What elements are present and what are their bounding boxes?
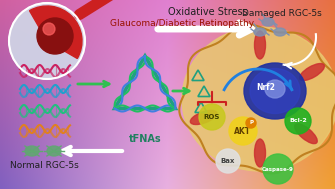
Circle shape [37, 18, 73, 54]
Circle shape [199, 104, 225, 130]
Ellipse shape [299, 64, 324, 81]
Circle shape [285, 108, 311, 134]
Circle shape [263, 154, 293, 184]
Ellipse shape [25, 146, 39, 156]
Text: Bax: Bax [221, 158, 235, 164]
Ellipse shape [47, 146, 61, 156]
Text: Bcl-2: Bcl-2 [289, 119, 307, 123]
Text: AKT: AKT [234, 126, 252, 136]
Ellipse shape [255, 31, 266, 59]
Circle shape [43, 23, 55, 35]
Circle shape [9, 3, 85, 79]
Circle shape [216, 149, 240, 173]
Text: P: P [249, 121, 253, 125]
Circle shape [229, 117, 257, 145]
Ellipse shape [265, 80, 285, 98]
Text: Nrf2: Nrf2 [257, 83, 275, 91]
Text: tFNAs: tFNAs [129, 134, 161, 144]
Ellipse shape [182, 27, 335, 171]
FancyArrowPatch shape [79, 0, 115, 15]
Text: Damaged RGC-5s: Damaged RGC-5s [242, 9, 322, 19]
Ellipse shape [254, 28, 266, 36]
Text: Glaucoma/Diabetic Retinopathy: Glaucoma/Diabetic Retinopathy [110, 19, 254, 28]
Ellipse shape [255, 139, 266, 167]
Wedge shape [29, 6, 82, 59]
Ellipse shape [274, 28, 286, 36]
Ellipse shape [190, 110, 217, 125]
Ellipse shape [295, 124, 317, 144]
Ellipse shape [250, 68, 300, 114]
Ellipse shape [262, 18, 274, 26]
Text: Caspase-9: Caspase-9 [262, 167, 294, 171]
Text: Normal RGC-5s: Normal RGC-5s [10, 160, 78, 170]
Text: Oxidative Stress: Oxidative Stress [168, 7, 248, 17]
Ellipse shape [244, 63, 306, 119]
Text: ROS: ROS [204, 114, 220, 120]
Circle shape [246, 118, 256, 128]
